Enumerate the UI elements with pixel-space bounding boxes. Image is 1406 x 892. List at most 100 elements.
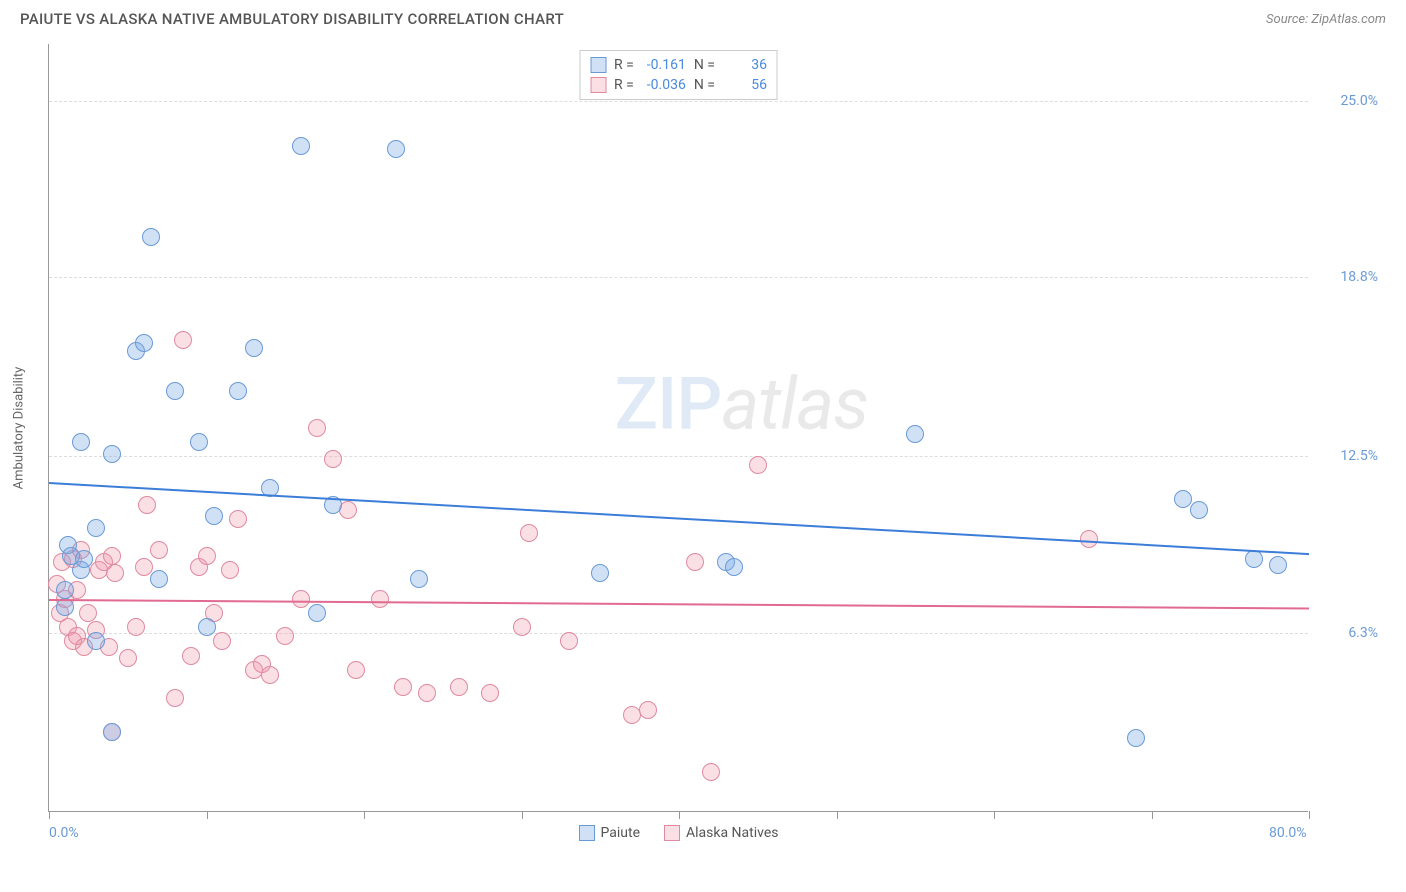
point-alaska	[261, 666, 279, 684]
point-alaska	[138, 496, 156, 514]
point-paiute	[87, 519, 105, 537]
point-alaska	[308, 419, 326, 437]
r-value: -0.036	[642, 77, 686, 93]
x-tick	[679, 811, 680, 819]
gridline	[49, 101, 1308, 102]
x-tick	[837, 811, 838, 819]
point-alaska	[513, 618, 531, 636]
point-alaska	[702, 763, 720, 781]
legend-label: Paiute	[601, 825, 641, 841]
series-legend: Paiute Alaska Natives	[579, 825, 779, 841]
point-paiute	[190, 433, 208, 451]
trend-line	[49, 599, 1309, 610]
legend-row: R = -0.036 N = 56	[590, 75, 767, 95]
point-paiute	[1245, 550, 1263, 568]
point-alaska	[324, 450, 342, 468]
plot-area: ZIPatlas R =-0.161N =36R =-0.036N =56 Am…	[48, 44, 1308, 812]
point-alaska	[481, 684, 499, 702]
legend-label: Alaska Natives	[686, 825, 779, 841]
point-alaska	[229, 510, 247, 528]
point-paiute	[229, 382, 247, 400]
legend-item: Alaska Natives	[664, 825, 779, 841]
legend-swatch	[664, 825, 680, 841]
gridline	[49, 456, 1308, 457]
point-alaska	[182, 647, 200, 665]
correlation-legend: R =-0.161N =36R =-0.036N =56	[579, 50, 778, 100]
point-alaska	[276, 627, 294, 645]
x-tick	[994, 811, 995, 819]
x-tick	[1309, 811, 1310, 819]
n-value: 56	[723, 77, 767, 93]
watermark: ZIPatlas	[615, 362, 869, 447]
point-alaska	[119, 649, 137, 667]
point-paiute	[103, 445, 121, 463]
point-paiute	[591, 564, 609, 582]
point-alaska	[127, 618, 145, 636]
x-tick	[522, 811, 523, 819]
point-paiute	[292, 137, 310, 155]
y-tick-label: 18.8%	[1340, 269, 1378, 285]
point-paiute	[56, 581, 74, 599]
chart-container: ZIPatlas R =-0.161N =36R =-0.036N =56 Am…	[48, 44, 1388, 846]
r-label: R =	[614, 57, 634, 73]
source-label: Source: ZipAtlas.com	[1266, 12, 1386, 27]
point-alaska	[103, 547, 121, 565]
legend-swatch	[590, 57, 606, 73]
r-label: R =	[614, 77, 634, 93]
point-paiute	[387, 140, 405, 158]
point-paiute	[1174, 490, 1192, 508]
x-tick	[49, 811, 50, 819]
point-paiute	[1127, 729, 1145, 747]
point-alaska	[221, 561, 239, 579]
point-paiute	[75, 550, 93, 568]
point-alaska	[79, 604, 97, 622]
point-alaska	[347, 661, 365, 679]
point-alaska	[418, 684, 436, 702]
gridline	[49, 633, 1308, 634]
y-tick-label: 6.3%	[1348, 625, 1378, 641]
point-paiute	[725, 558, 743, 576]
gridline	[49, 277, 1308, 278]
point-alaska	[174, 331, 192, 349]
x-tick-label: 80.0%	[1269, 825, 1307, 841]
point-paiute	[87, 632, 105, 650]
point-paiute	[142, 228, 160, 246]
y-axis-label: Ambulatory Disability	[12, 366, 27, 489]
legend-row: R =-0.161N =36	[590, 55, 767, 75]
point-alaska	[198, 547, 216, 565]
point-alaska	[394, 678, 412, 696]
point-alaska	[106, 564, 124, 582]
point-paiute	[103, 723, 121, 741]
point-paiute	[198, 618, 216, 636]
legend-swatch	[579, 825, 595, 841]
point-alaska	[560, 632, 578, 650]
point-paiute	[150, 570, 168, 588]
point-paiute	[1269, 556, 1287, 574]
point-paiute	[135, 334, 153, 352]
point-alaska	[292, 590, 310, 608]
x-tick	[207, 811, 208, 819]
point-alaska	[520, 524, 538, 542]
point-alaska	[1080, 530, 1098, 548]
x-tick-label: 0.0%	[49, 825, 79, 841]
point-paiute	[245, 339, 263, 357]
n-label: N =	[694, 77, 715, 93]
legend-swatch	[590, 77, 606, 93]
r-value: -0.161	[642, 57, 686, 73]
point-alaska	[150, 541, 168, 559]
point-paiute	[410, 570, 428, 588]
point-alaska	[135, 558, 153, 576]
point-alaska	[213, 632, 231, 650]
point-paiute	[166, 382, 184, 400]
point-alaska	[166, 689, 184, 707]
x-tick	[364, 811, 365, 819]
n-label: N =	[694, 57, 715, 73]
point-alaska	[339, 501, 357, 519]
point-alaska	[749, 456, 767, 474]
point-paiute	[72, 433, 90, 451]
point-paiute	[1190, 501, 1208, 519]
point-alaska	[450, 678, 468, 696]
point-alaska	[639, 701, 657, 719]
point-alaska	[371, 590, 389, 608]
chart-title: PAIUTE VS ALASKA NATIVE AMBULATORY DISAB…	[20, 10, 564, 28]
